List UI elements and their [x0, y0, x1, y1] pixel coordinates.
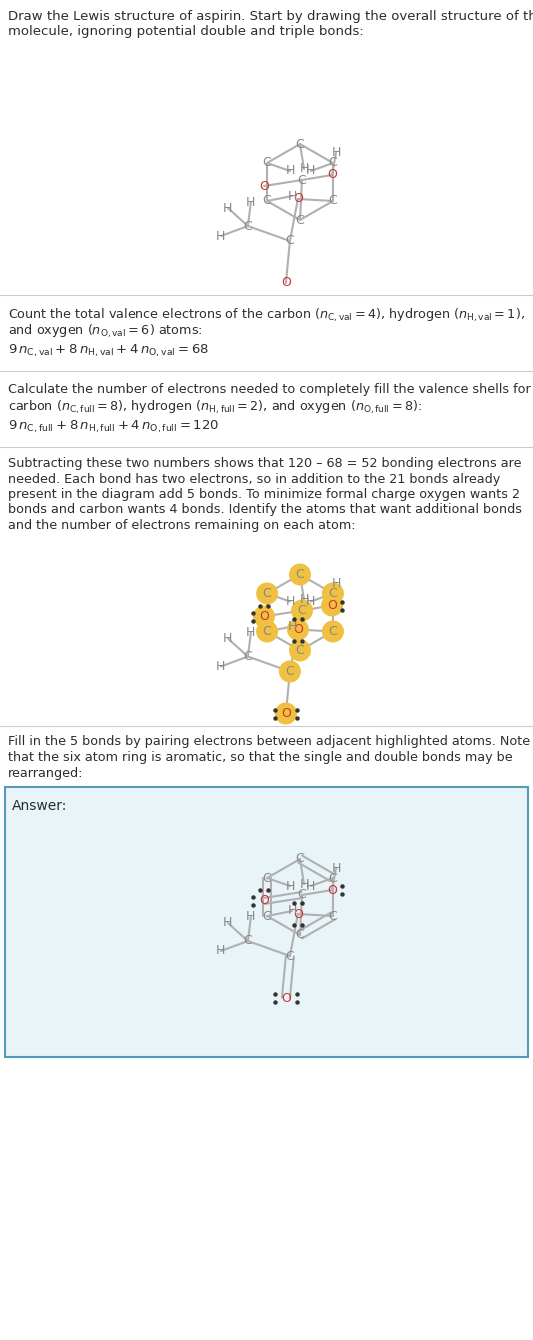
Ellipse shape [279, 661, 301, 682]
Text: that the six atom ring is aromatic, so that the single and double bonds may be: that the six atom ring is aromatic, so t… [8, 750, 513, 764]
FancyBboxPatch shape [5, 787, 528, 1057]
Text: C: C [263, 587, 271, 600]
Text: Draw the Lewis structure of aspirin. Start by drawing the overall structure of t: Draw the Lewis structure of aspirin. Sta… [8, 9, 533, 23]
Text: carbon ($n_{\mathrm{C,full}}=8$), hydrogen ($n_{\mathrm{H,full}}=2$), and oxygen: carbon ($n_{\mathrm{C,full}}=8$), hydrog… [8, 399, 423, 417]
Text: O: O [259, 180, 269, 193]
Ellipse shape [275, 702, 297, 725]
Text: H: H [287, 620, 297, 632]
Text: C: C [297, 604, 306, 616]
Text: C: C [328, 587, 337, 600]
Text: C: C [328, 624, 337, 638]
Text: C: C [297, 888, 306, 902]
Text: H: H [300, 594, 309, 606]
Text: H: H [285, 879, 295, 892]
Ellipse shape [289, 564, 311, 586]
Text: Answer:: Answer: [12, 799, 67, 813]
Text: O: O [327, 169, 337, 181]
Ellipse shape [256, 620, 278, 642]
Ellipse shape [287, 619, 309, 641]
Ellipse shape [253, 606, 275, 627]
Text: C: C [296, 929, 304, 942]
Text: H: H [216, 945, 225, 958]
Text: C: C [328, 871, 337, 884]
Text: H: H [332, 578, 341, 590]
Text: H: H [223, 201, 232, 214]
Text: C: C [296, 138, 304, 150]
Text: H: H [223, 917, 232, 930]
Text: H: H [216, 229, 225, 243]
Ellipse shape [289, 639, 311, 662]
Text: H: H [287, 189, 297, 202]
Text: C: C [296, 645, 304, 657]
Text: rearranged:: rearranged: [8, 766, 84, 780]
Text: C: C [286, 665, 294, 678]
Text: C: C [296, 568, 304, 582]
Ellipse shape [256, 583, 278, 604]
Text: C: C [244, 934, 252, 947]
Text: H: H [246, 910, 256, 923]
Text: Subtracting these two numbers shows that 120 – 68 = 52 bonding electrons are: Subtracting these two numbers shows that… [8, 457, 521, 470]
Text: needed. Each bond has two electrons, so in addition to the 21 bonds already: needed. Each bond has two electrons, so … [8, 473, 500, 485]
Text: C: C [263, 157, 271, 169]
Text: C: C [263, 624, 271, 638]
Text: O: O [327, 599, 337, 612]
Text: O: O [293, 193, 303, 205]
Text: C: C [297, 173, 306, 186]
Text: H: H [332, 146, 341, 159]
Text: C: C [296, 213, 304, 226]
Ellipse shape [322, 620, 344, 642]
Text: C: C [328, 910, 337, 922]
Text: molecule, ignoring potential double and triple bonds:: molecule, ignoring potential double and … [8, 25, 364, 38]
Text: O: O [259, 895, 269, 907]
Text: and oxygen ($n_{\mathrm{O,val}}=6$) atoms:: and oxygen ($n_{\mathrm{O,val}}=6$) atom… [8, 323, 203, 340]
Text: H: H [223, 632, 232, 645]
Text: O: O [259, 610, 269, 623]
Text: H: H [285, 595, 295, 608]
Text: $9\,n_{\mathrm{C,full}} + 8\,n_{\mathrm{H,full}} + 4\,n_{\mathrm{O,full}} = 120$: $9\,n_{\mathrm{C,full}} + 8\,n_{\mathrm{… [8, 419, 219, 436]
Text: Fill in the 5 bonds by pairing electrons between adjacent highlighted atoms. Not: Fill in the 5 bonds by pairing electrons… [8, 736, 530, 749]
Text: C: C [286, 234, 294, 248]
Text: C: C [244, 220, 252, 233]
Text: C: C [296, 852, 304, 866]
Text: C: C [263, 871, 271, 884]
Text: H: H [300, 162, 309, 176]
Text: O: O [281, 708, 291, 720]
Text: H: H [216, 661, 225, 673]
Text: bonds and carbon wants 4 bonds. Identify the atoms that want additional bonds: bonds and carbon wants 4 bonds. Identify… [8, 504, 522, 516]
Text: present in the diagram add 5 bonds. To minimize formal charge oxygen wants 2: present in the diagram add 5 bonds. To m… [8, 488, 520, 501]
Text: O: O [281, 992, 291, 1005]
Text: C: C [263, 910, 271, 922]
Text: C: C [244, 650, 252, 663]
Ellipse shape [321, 595, 343, 616]
Text: C: C [286, 950, 294, 962]
Text: H: H [332, 862, 341, 875]
Text: H: H [306, 595, 316, 608]
Text: C: C [328, 157, 337, 169]
Text: and the number of electrons remaining on each atom:: and the number of electrons remaining on… [8, 519, 356, 532]
Text: H: H [300, 878, 309, 891]
Text: Count the total valence electrons of the carbon ($n_{\mathrm{C,val}}=4$), hydrog: Count the total valence electrons of the… [8, 307, 525, 324]
Text: H: H [306, 879, 316, 892]
Text: H: H [285, 165, 295, 177]
Text: C: C [263, 194, 271, 208]
Text: C: C [328, 194, 337, 208]
Text: O: O [327, 883, 337, 896]
Text: O: O [281, 276, 291, 289]
Text: H: H [246, 626, 256, 639]
Text: O: O [293, 907, 303, 921]
Text: H: H [287, 905, 297, 918]
Ellipse shape [291, 599, 313, 622]
Text: $9\,n_{\mathrm{C,val}} + 8\,n_{\mathrm{H,val}} + 4\,n_{\mathrm{O,val}} = 68$: $9\,n_{\mathrm{C,val}} + 8\,n_{\mathrm{H… [8, 343, 209, 359]
Ellipse shape [322, 583, 344, 604]
Text: H: H [306, 165, 316, 177]
Text: H: H [246, 196, 256, 209]
Text: Calculate the number of electrons needed to completely fill the valence shells f: Calculate the number of electrons needed… [8, 383, 531, 397]
Text: O: O [293, 623, 303, 636]
